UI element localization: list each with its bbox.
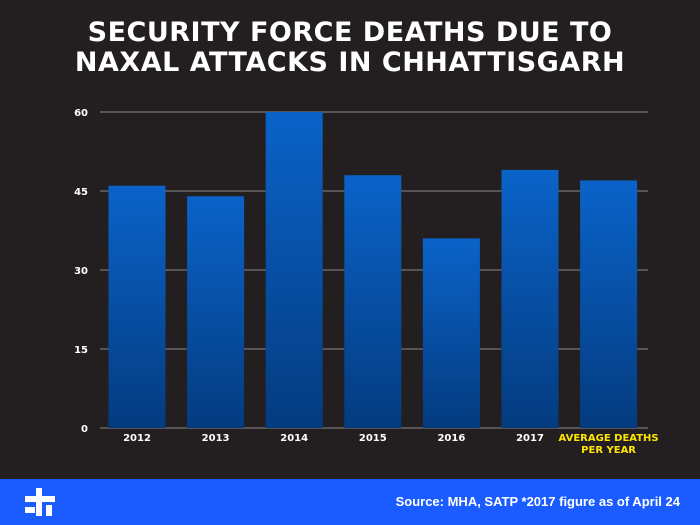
x-tick-label: 2013	[202, 433, 230, 444]
x-tick-label: 2015	[359, 433, 387, 444]
bar-average-deaths-per-year	[580, 180, 638, 428]
y-tick-label: 15	[74, 345, 88, 356]
y-tick-label: 45	[74, 187, 88, 198]
source-note: Source: MHA, SATP *2017 figure as of Apr…	[395, 494, 680, 509]
footer-bar: Source: MHA, SATP *2017 figure as of Apr…	[0, 479, 700, 525]
bar-2017	[501, 169, 559, 428]
bar-2014	[265, 112, 323, 428]
x-tick-label: 2017	[516, 433, 544, 444]
chart-title-line-2: NAXAL ATTACKS IN CHHATTISGARH	[74, 47, 626, 78]
x-tick-label: 2014	[280, 433, 308, 444]
chart-title: SECURITY FORCE DEATHS DUE TO NAXAL ATTAC…	[0, 18, 700, 78]
y-tick-label: 60	[74, 108, 88, 119]
bar-2012	[108, 185, 166, 428]
bar-chart: 0 15 30 45 60 2012 2013 2014 2015 2016 2017 AVERAGE…	[74, 108, 659, 456]
x-tick-label: 2016	[437, 433, 465, 444]
bar-2016	[422, 238, 480, 428]
logo-icon	[25, 488, 55, 516]
y-tick-label: 0	[81, 424, 88, 435]
x-tick-label: 2012	[123, 433, 151, 444]
x-tick-label: AVERAGE DEATHS PER YEAR	[559, 433, 659, 456]
y-tick-label: 30	[74, 266, 88, 277]
bar-2015	[344, 175, 402, 428]
chart-title-line-1: SECURITY FORCE DEATHS DUE TO	[87, 17, 613, 48]
bar-2013	[187, 196, 245, 428]
